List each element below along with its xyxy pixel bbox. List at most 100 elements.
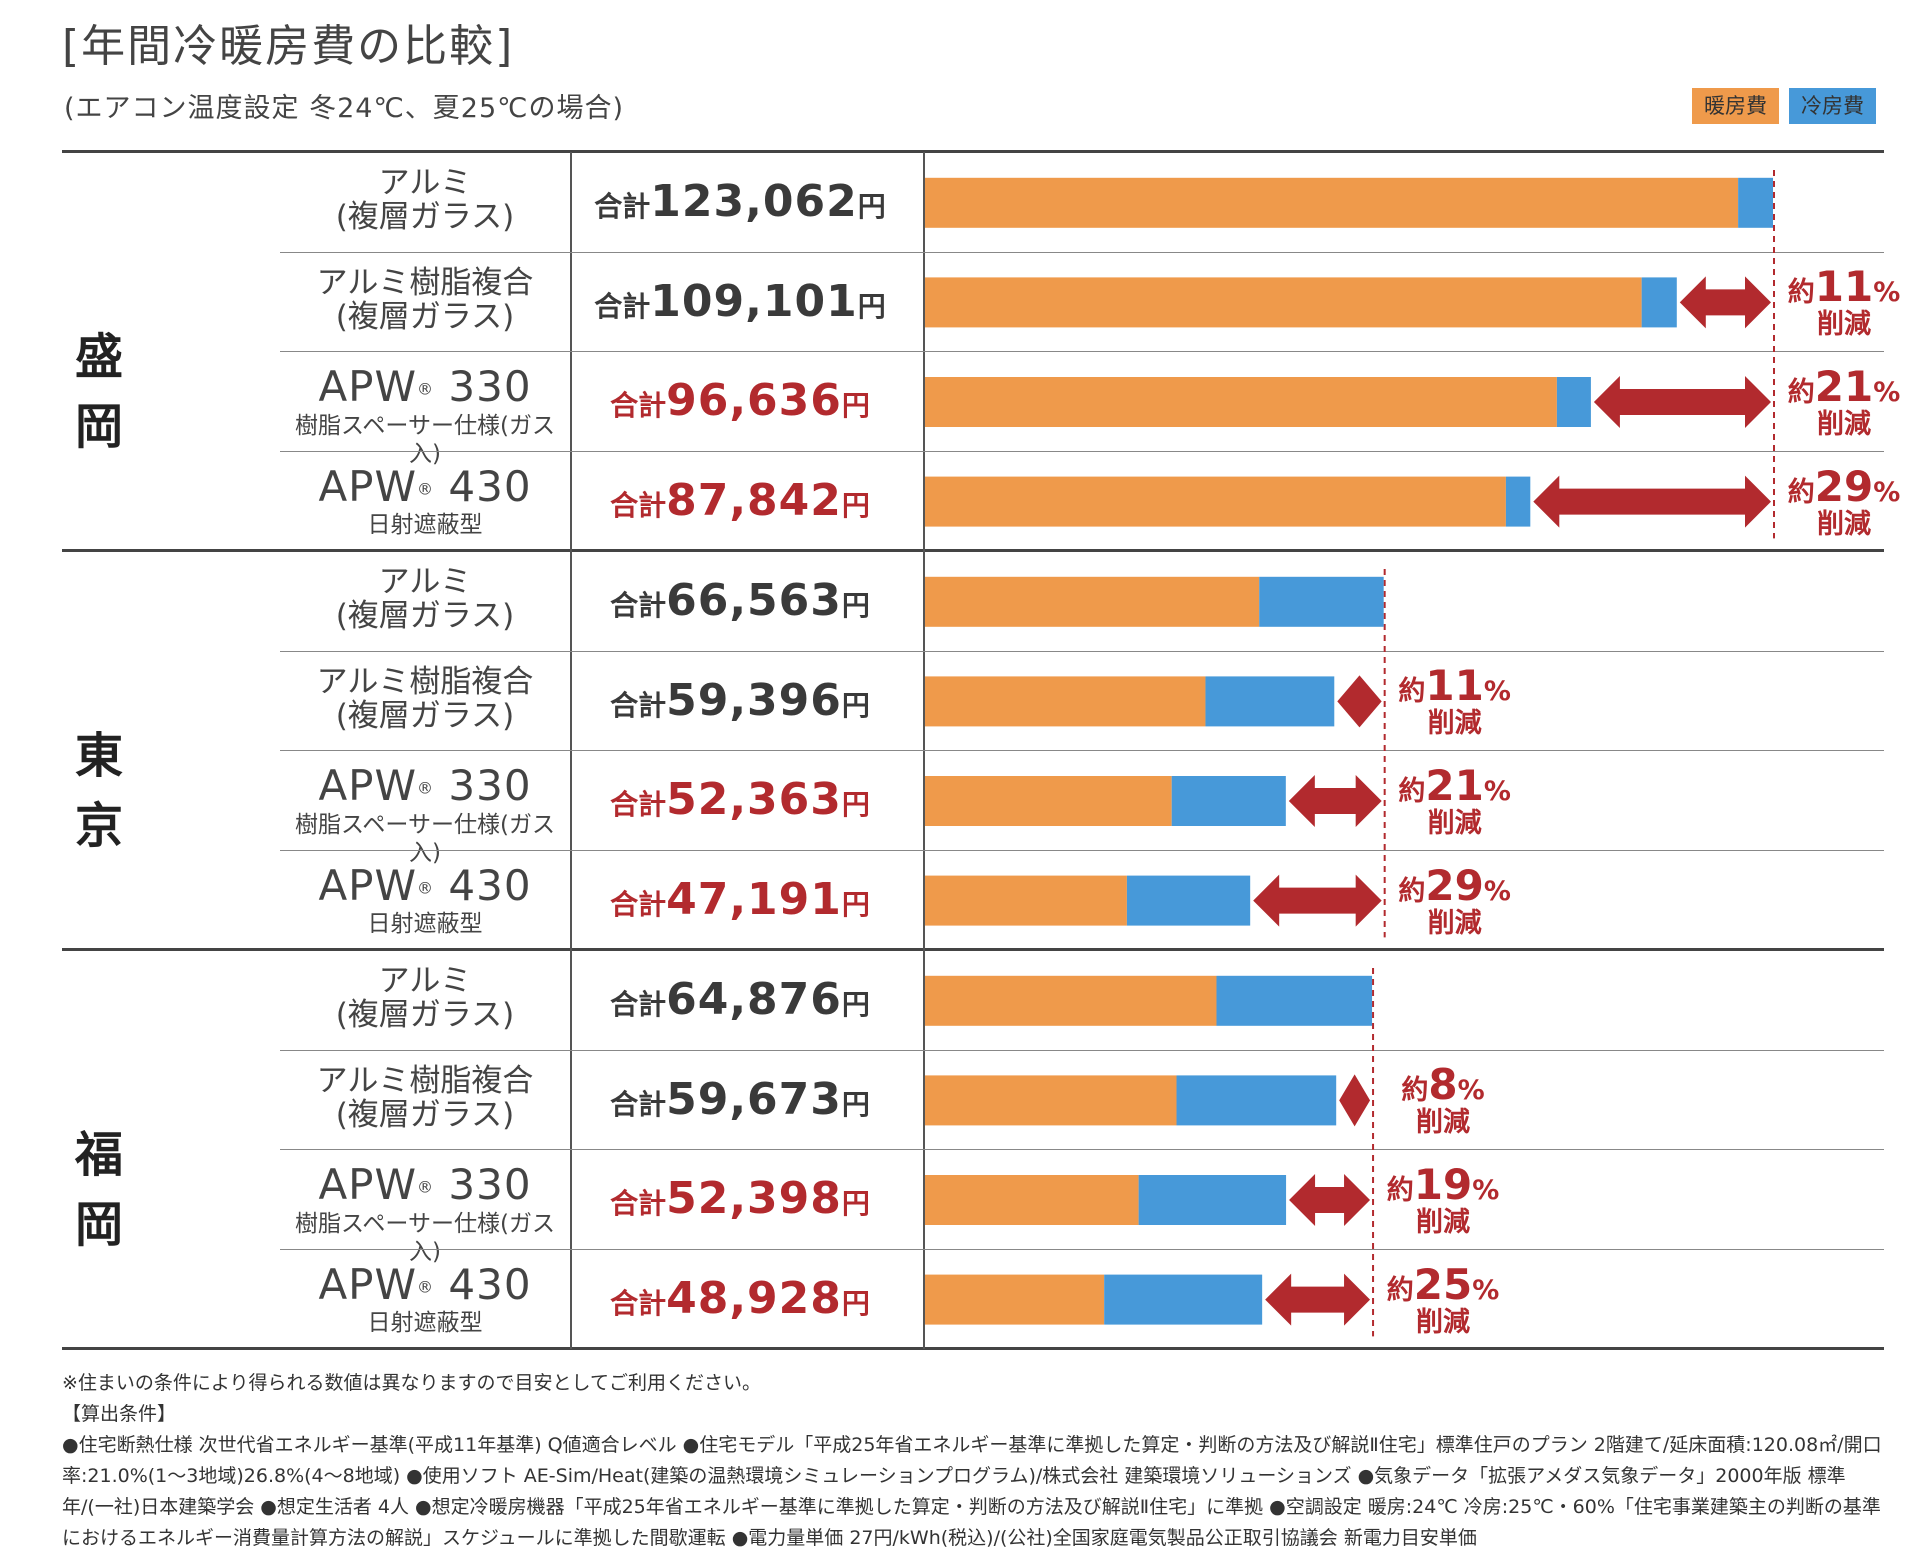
apw-model: APW® 430 bbox=[280, 1262, 570, 1310]
reduction-prefix: 約 bbox=[1787, 476, 1815, 508]
conditions-text: ●住宅断熱仕様 次世代省エネルギー基準(平成11年基準) Q値適合レベル ●住宅… bbox=[62, 1434, 1882, 1549]
reduction-unit: % bbox=[1472, 1274, 1500, 1306]
heating-bar bbox=[925, 776, 1172, 826]
reduction-caption: 削減 bbox=[1427, 907, 1482, 939]
reduction-label: 約8% 削減 bbox=[1378, 1060, 1508, 1137]
window-type-name: アルミ樹脂複合 bbox=[316, 663, 534, 700]
apw-brand: APW bbox=[318, 362, 418, 412]
legend-heating: 暖房費 bbox=[1692, 88, 1779, 124]
row-divider bbox=[280, 1248, 1884, 1250]
total-suffix: 円 bbox=[841, 988, 870, 1021]
total-cost: 合計48,928円 bbox=[575, 1273, 905, 1324]
total-cost: 合計66,563円 bbox=[575, 575, 905, 626]
window-type-label: APW® 330 樹脂スペーサー仕様(ガス入) bbox=[280, 764, 570, 867]
disclaimer-note: ※住まいの条件により得られる数値は異なりますので目安としてご利用ください。 bbox=[62, 1372, 761, 1394]
reduction-arrow bbox=[1265, 1273, 1371, 1326]
reduction-value: 11 bbox=[1814, 262, 1874, 312]
total-value: 59,673 bbox=[666, 1073, 842, 1125]
reduction-label: 約19% 削減 bbox=[1378, 1160, 1508, 1237]
apw-brand: APW bbox=[318, 1160, 418, 1210]
heating-bar bbox=[925, 975, 1217, 1026]
reduction-unit: % bbox=[1483, 676, 1511, 708]
total-prefix: 合計 bbox=[610, 788, 667, 822]
total-value: 48,928 bbox=[666, 1272, 842, 1324]
total-prefix: 合計 bbox=[610, 988, 667, 1021]
total-value: 64,876 bbox=[666, 974, 842, 1025]
total-suffix: 円 bbox=[841, 1286, 870, 1320]
window-type-label: アルミ樹脂複合 (複層ガラス) bbox=[280, 1064, 570, 1132]
page-subtitle: (エアコン温度設定 冬24℃、夏25℃の場合) bbox=[64, 93, 625, 124]
apw-model: APW® 330 bbox=[280, 1163, 570, 1210]
reduction-label: 約29% 削減 bbox=[1779, 462, 1909, 539]
reduction-prefix: 約 bbox=[1787, 377, 1815, 408]
row-divider bbox=[280, 351, 1884, 353]
apw-spec: 日射遮蔽型 bbox=[367, 911, 483, 938]
legend: 暖房費 冷房費 bbox=[1692, 88, 1876, 124]
apw-model: APW® 330 bbox=[280, 764, 570, 811]
total-prefix: 合計 bbox=[610, 589, 667, 622]
window-type-label: アルミ (複層ガラス) bbox=[280, 964, 570, 1032]
total-suffix: 円 bbox=[841, 1087, 870, 1121]
heating-bar bbox=[925, 177, 1739, 228]
reduction-prefix: 約 bbox=[1398, 676, 1426, 708]
apw-spec: 日射遮蔽型 bbox=[367, 1310, 483, 1337]
apw-model: APW® 430 bbox=[280, 464, 570, 512]
reduction-label: 約29% 削減 bbox=[1390, 861, 1520, 938]
apw-model: APW® 330 bbox=[280, 365, 570, 412]
window-type-glass: (複層ガラス) bbox=[335, 1096, 515, 1133]
table-rule bbox=[62, 549, 1884, 552]
apw-spec: 樹脂スペーサー仕様(ガス入) bbox=[295, 1210, 555, 1265]
total-value: 109,101 bbox=[650, 275, 858, 327]
registered-mark: ® bbox=[417, 379, 435, 399]
total-value: 66,563 bbox=[666, 575, 842, 626]
window-type-label: アルミ樹脂複合 (複層ガラス) bbox=[280, 665, 570, 733]
total-suffix: 円 bbox=[857, 190, 886, 223]
reduction-prefix: 約 bbox=[1787, 277, 1815, 309]
apw-series: 330 bbox=[434, 362, 532, 412]
reduction-unit: % bbox=[1483, 875, 1511, 907]
registered-mark: ® bbox=[417, 878, 435, 898]
reduction-caption: 削減 bbox=[1427, 708, 1482, 740]
total-value: 52,363 bbox=[666, 774, 842, 826]
cooling-bar bbox=[1259, 576, 1384, 627]
total-prefix: 合計 bbox=[610, 389, 667, 423]
reduction-unit: % bbox=[1873, 476, 1901, 508]
city-label: 東 京 bbox=[75, 728, 164, 854]
row-divider bbox=[280, 849, 1884, 851]
heating-bar bbox=[925, 476, 1506, 527]
total-suffix: 円 bbox=[841, 788, 870, 822]
reduction-label: 約25% 削減 bbox=[1378, 1260, 1508, 1337]
row-divider bbox=[280, 750, 1884, 752]
window-type-label: APW® 330 樹脂スペーサー仕様(ガス入) bbox=[280, 1163, 570, 1266]
reduction-unit: % bbox=[1472, 1175, 1500, 1206]
reduction-value: 8 bbox=[1428, 1060, 1458, 1110]
total-value: 59,396 bbox=[666, 674, 842, 726]
window-type-glass: (複層ガラス) bbox=[335, 298, 515, 335]
table-rule bbox=[62, 150, 1884, 153]
heating-bar bbox=[925, 1175, 1139, 1225]
total-suffix: 円 bbox=[841, 389, 870, 423]
reduction-label: 約11% 削減 bbox=[1779, 262, 1909, 339]
cooling-bar bbox=[1176, 1075, 1337, 1126]
total-suffix: 円 bbox=[841, 589, 870, 622]
reduction-arrow bbox=[1289, 1174, 1371, 1226]
window-type-name: アルミ bbox=[378, 963, 472, 999]
window-type-glass: (複層ガラス) bbox=[335, 199, 515, 235]
total-value: 52,398 bbox=[666, 1173, 842, 1225]
reduction-caption: 削減 bbox=[1817, 508, 1871, 540]
cooling-bar bbox=[1126, 875, 1251, 926]
reduction-arrow bbox=[1253, 874, 1382, 927]
window-type-label: アルミ (複層ガラス) bbox=[280, 166, 570, 234]
heating-bar bbox=[925, 1274, 1105, 1325]
page-title: [年間冷暖房費の比較] bbox=[62, 21, 515, 72]
reduction-value: 19 bbox=[1413, 1160, 1473, 1209]
cooling-bar bbox=[1738, 177, 1773, 228]
window-type-glass: (複層ガラス) bbox=[335, 697, 515, 734]
cooling-bar bbox=[1505, 476, 1531, 527]
reduction-arrow bbox=[1593, 376, 1771, 428]
apw-series: 330 bbox=[434, 761, 532, 811]
window-type-label: アルミ (複層ガラス) bbox=[280, 565, 570, 633]
reduction-value: 21 bbox=[1814, 362, 1874, 411]
heating-bar bbox=[925, 1075, 1177, 1126]
window-type-name: アルミ樹脂複合 bbox=[316, 264, 534, 301]
